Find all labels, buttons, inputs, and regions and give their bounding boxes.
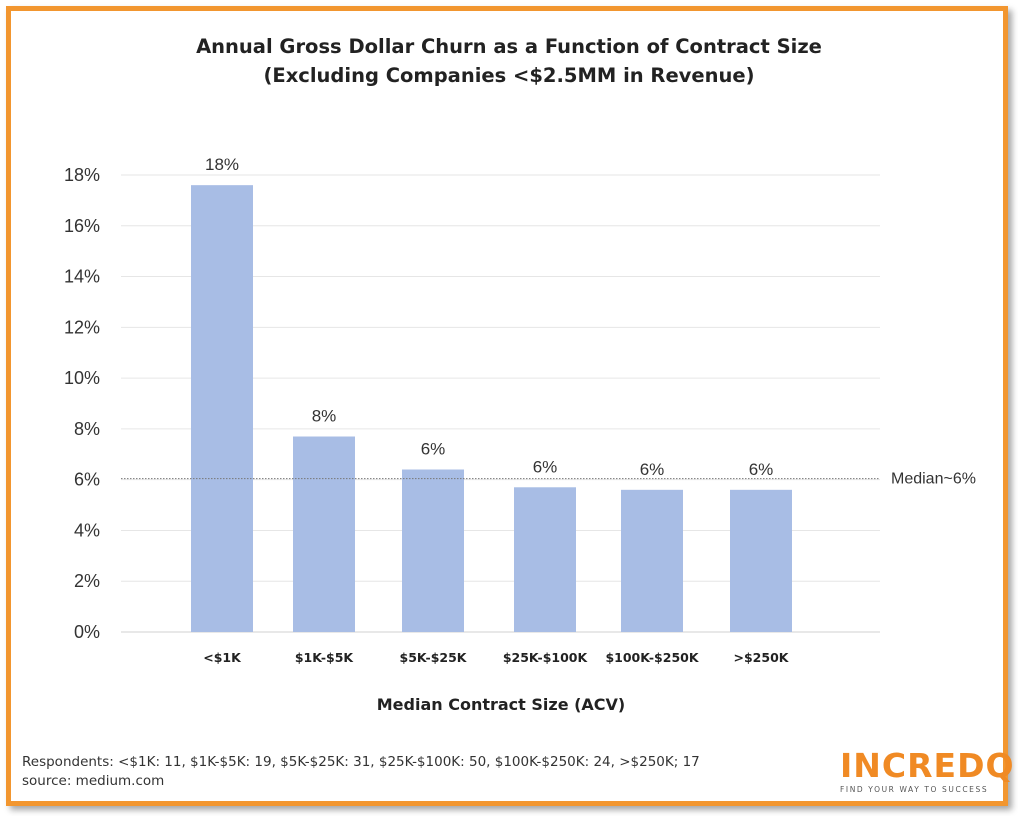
data-label: 8% [312,407,337,426]
y-tick-label: 0% [74,622,100,642]
y-tick-label: 12% [64,317,100,337]
data-label: 6% [533,457,558,476]
data-label: 6% [421,440,446,459]
bar [293,436,355,632]
data-labels: 18% 8% 6% 6% 6% 6% [205,155,773,479]
median-label: Median~6% [891,471,976,488]
logo-wordmark: INCREDQ [840,746,1015,785]
x-tick-label: >$250K [734,650,790,665]
source-note: source: medium.com [22,773,165,789]
x-tick-label: $100K-$250K [605,650,699,665]
y-tick-label: 14% [64,267,100,287]
logo-tagline: FIND YOUR WAY TO SUCCESS [840,785,989,794]
bar [730,489,792,632]
y-axis-tick-labels: 0% 2% 4% 6% 8% 10% 12% 14% 16% 18% [64,165,100,642]
y-tick-label: 16% [64,216,100,236]
data-label: 6% [749,460,774,479]
x-axis-tick-labels: <$1K $1K-$5K $5K-$25K $25K-$100K $100K-$250K… [203,650,790,665]
incredq-logo: INCREDQ FIND YOUR WAY TO SUCCESS [840,746,1015,795]
chart-frame [6,6,1008,806]
chart-subtitle: (Excluding Companies <$2.5MM in Revenue) [263,64,755,87]
y-tick-label: 10% [64,368,100,388]
y-tick-label: 2% [74,571,100,591]
bar [621,489,683,632]
bars [191,185,792,632]
median-reference: Median~6% [121,471,976,488]
y-tick-label: 6% [74,470,100,490]
bar [514,487,576,632]
data-label: 6% [640,460,665,479]
y-tick-label: 8% [74,419,100,439]
data-label: 18% [205,155,239,174]
x-tick-label: $5K-$25K [400,650,468,665]
bar [402,469,464,632]
chart-title: Annual Gross Dollar Churn as a Function … [196,35,822,58]
y-tick-label: 18% [64,165,100,185]
x-tick-label: <$1K [203,650,242,665]
x-axis-title: Median Contract Size (ACV) [376,695,626,714]
x-tick-label: $1K-$5K [295,650,355,665]
respondents-note: Respondents: <$1K: 11, $1K-$5K: 19, $5K-… [22,754,700,770]
bar [191,185,253,632]
x-tick-label: $25K-$100K [503,650,589,665]
y-tick-label: 4% [74,520,100,540]
